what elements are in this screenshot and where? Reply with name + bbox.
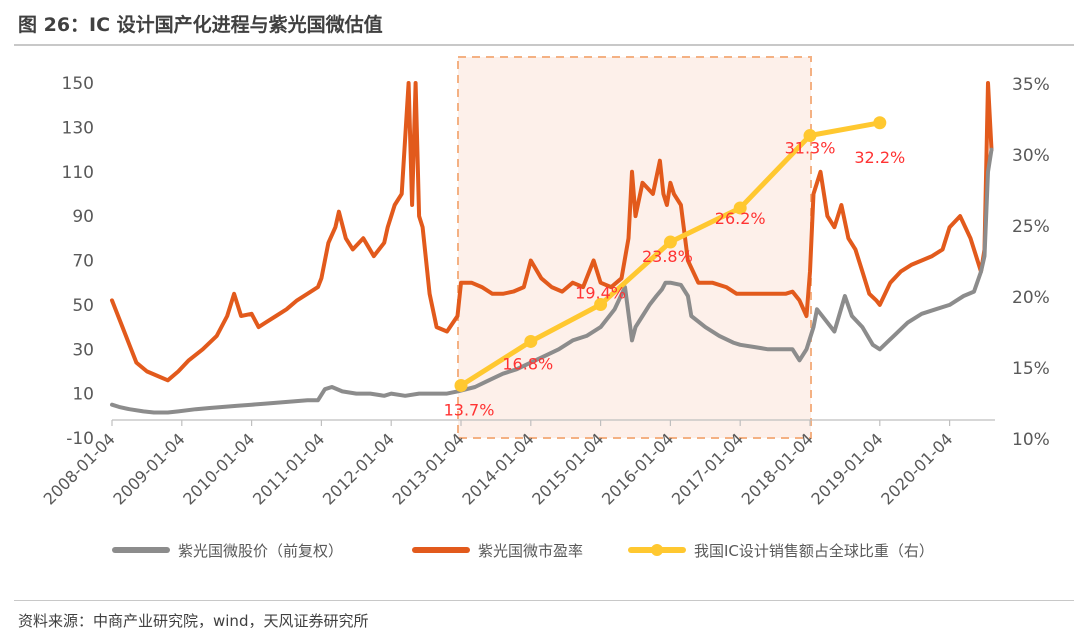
right-axis-tick-label: 10% bbox=[1012, 430, 1050, 450]
left-axis-ticks: -10 10 30 50 70 90 110 130 150 bbox=[62, 74, 94, 449]
ratio-point bbox=[803, 129, 817, 143]
right-axis-tick-label: 25% bbox=[1012, 217, 1050, 237]
x-axis-tick-label: 2016-01-04 bbox=[598, 429, 677, 508]
legend-ratio-marker bbox=[651, 544, 663, 556]
x-axis-tick-label: 2009-01-04 bbox=[109, 429, 188, 508]
x-axis-tick-label: 2014-01-04 bbox=[458, 429, 537, 508]
x-axis-tick-label: 2020-01-04 bbox=[877, 429, 956, 508]
chart: -10 10 30 50 70 90 110 130 150 10% 15% 20% 25% 30% 35… bbox=[40, 56, 1050, 509]
left-axis-tick-label: -10 bbox=[66, 429, 94, 449]
ratio-data-label: 19.4% bbox=[575, 284, 626, 303]
price-line bbox=[110, 147, 994, 415]
left-axis-tick-label: 70 bbox=[72, 252, 94, 272]
left-axis-tick-label: 110 bbox=[62, 163, 94, 183]
ratio-point bbox=[663, 235, 677, 249]
x-axis-tick-label: 2013-01-04 bbox=[389, 429, 468, 508]
legend-ratio-swatch bbox=[628, 544, 686, 556]
ratio-point bbox=[524, 334, 538, 348]
ratio-data-label: 26.2% bbox=[715, 209, 766, 228]
ratio-data-label: 16.8% bbox=[502, 354, 553, 373]
legend-item-pe: 紫光国微市盈率 bbox=[412, 537, 583, 563]
left-axis-tick-label: 130 bbox=[62, 118, 94, 138]
legend-ratio-label: 我国IC设计销售额占全球比重（右） bbox=[694, 541, 934, 560]
ratio-point bbox=[873, 116, 887, 130]
ratio-data-labels: 13.7% 16.8% 19.4% 23.8% 26.2% 31.3% 32.2% bbox=[444, 139, 906, 420]
left-axis-tick-label: 150 bbox=[62, 74, 94, 94]
source-note: 资料来源：中商产业研究院，wind，天风证券研究所 bbox=[18, 612, 369, 630]
pe-line bbox=[110, 81, 994, 383]
right-axis-tick-label: 30% bbox=[1012, 146, 1050, 166]
figure-title: 图 26：IC 设计国产化进程与紫光国微估值 bbox=[18, 14, 383, 36]
right-axis-tick-label: 15% bbox=[1012, 359, 1050, 379]
ratio-points bbox=[454, 116, 887, 392]
x-axis-tick-label: 2018-01-04 bbox=[738, 429, 817, 508]
ratio-data-label: 23.8% bbox=[642, 247, 693, 266]
ratio-point bbox=[733, 201, 747, 215]
x-axis-tick-label: 2015-01-04 bbox=[528, 429, 607, 508]
legend-pe-swatch bbox=[412, 547, 470, 553]
ratio-point bbox=[454, 378, 468, 392]
legend-price-swatch bbox=[112, 547, 170, 553]
ratio-data-label: 32.2% bbox=[854, 148, 905, 167]
ratio-data-label: 13.7% bbox=[444, 400, 495, 419]
left-axis-tick-label: 50 bbox=[72, 296, 94, 316]
ratio-point bbox=[594, 298, 608, 312]
left-axis-tick-label: 10 bbox=[72, 385, 94, 405]
legend-item-price: 紫光国微股价（前复权） bbox=[112, 537, 343, 563]
x-axis-tick-label: 2012-01-04 bbox=[319, 429, 398, 508]
highlight-region bbox=[457, 56, 812, 439]
right-axis-tick-label: 20% bbox=[1012, 288, 1050, 308]
legend-item-ratio: 我国IC设计销售额占全球比重（右） bbox=[628, 537, 934, 563]
x-axis-tick-label: 2017-01-04 bbox=[668, 429, 747, 508]
title-divider bbox=[14, 44, 1074, 46]
source-divider bbox=[14, 600, 1074, 601]
ratio-data-label: 31.3% bbox=[785, 139, 836, 158]
right-axis-tick-label: 35% bbox=[1012, 75, 1050, 95]
x-axis-tick-label: 2019-01-04 bbox=[807, 429, 886, 508]
left-axis-tick-label: 90 bbox=[72, 207, 94, 227]
legend-price-label: 紫光国微股价（前复权） bbox=[178, 541, 344, 560]
left-axis-tick-label: 30 bbox=[72, 340, 94, 360]
highlight-region-layer bbox=[457, 56, 812, 439]
right-axis-ticks: 10% 15% 20% 25% 30% 35% bbox=[1012, 75, 1050, 450]
x-axis-tick-label: 2010-01-04 bbox=[179, 429, 258, 508]
x-axis-tick-label: 2011-01-04 bbox=[249, 429, 328, 508]
legend-pe-label: 紫光国微市盈率 bbox=[478, 541, 584, 560]
